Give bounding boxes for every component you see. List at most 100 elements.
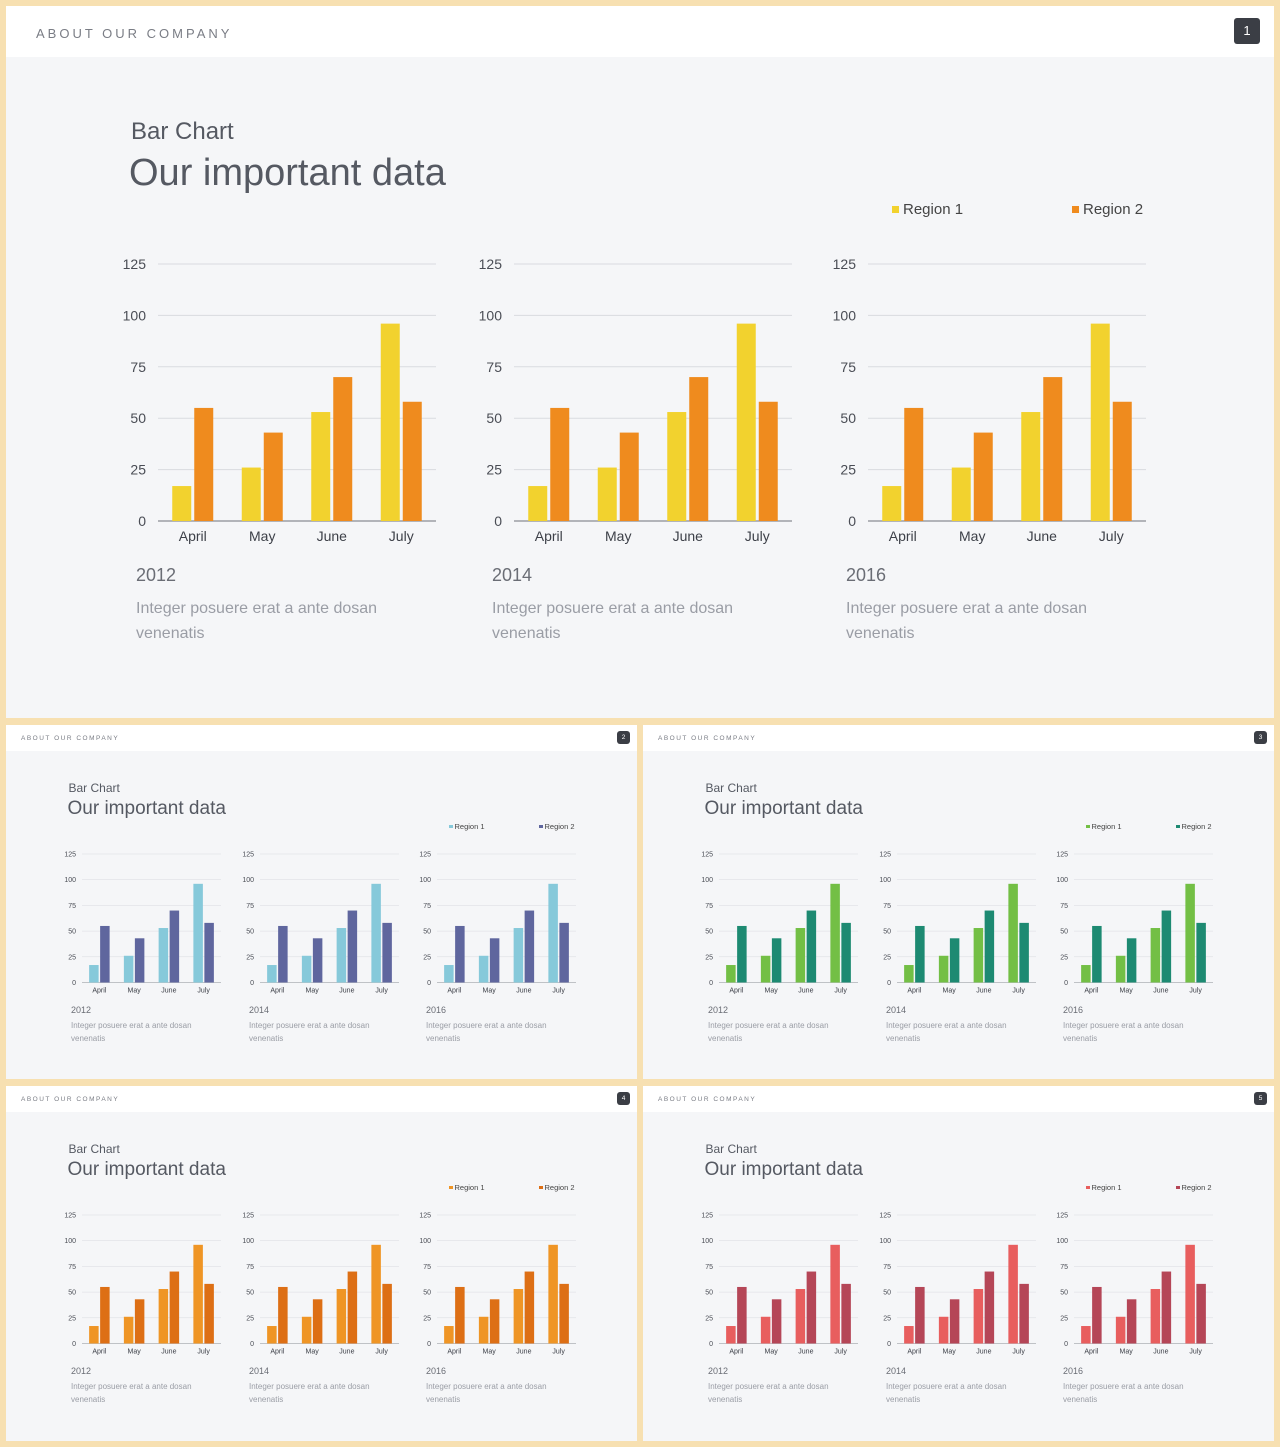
- y-tick-label: 0: [427, 1341, 431, 1348]
- y-tick-label: 25: [246, 954, 254, 961]
- bar-july-region-1: [1008, 1244, 1018, 1344]
- y-tick-label: 75: [883, 903, 891, 910]
- chart-description: Integer posuere erat a ante dosan venena…: [426, 1021, 547, 1043]
- bar-april-region-1: [89, 1326, 99, 1344]
- y-tick-label: 50: [246, 929, 254, 936]
- page-number-badge: 3: [1254, 731, 1267, 744]
- chart-year-2014: 2014: [886, 1365, 907, 1376]
- bar-june-region-2: [806, 1271, 817, 1344]
- bar-may-region-2: [973, 432, 993, 521]
- page-title: Our important data: [129, 152, 446, 194]
- y-tick-label: 75: [840, 359, 856, 375]
- bar-may-region-1: [478, 955, 489, 983]
- y-tick-label: 0: [427, 980, 431, 987]
- chart-year-2012: 2012: [708, 1365, 729, 1376]
- bar-may-region-1: [938, 955, 949, 983]
- slide-1: ABOUT OUR COMPANY 1 Bar Chart Our important…: [6, 6, 1274, 718]
- y-tick-label: 125: [833, 256, 857, 272]
- header-label: ABOUT OUR COMPANY: [36, 26, 233, 41]
- bar-april-region-1: [267, 965, 277, 983]
- x-tick-label: June: [516, 1349, 531, 1356]
- y-tick-label: 75: [423, 1264, 431, 1271]
- y-tick-label: 100: [242, 877, 254, 884]
- slide-2: ABOUT OUR COMPANY 2 Bar Chart Our important…: [6, 725, 637, 1079]
- y-tick-label: 25: [423, 954, 431, 961]
- x-tick-label: April: [729, 1349, 743, 1356]
- x-tick-label: April: [179, 528, 207, 544]
- y-tick-label: 125: [242, 852, 254, 859]
- y-tick-label: 100: [242, 1238, 254, 1245]
- legend-label-region-2: Region 2: [1181, 822, 1212, 831]
- bar-may-region-1: [301, 1316, 312, 1344]
- chart-year-2016: 2016: [1063, 1004, 1084, 1015]
- x-tick-label: May: [605, 528, 631, 544]
- legend-region-2: Region 2: [539, 822, 575, 831]
- legend-label-region-1: Region 1: [1091, 1183, 1122, 1192]
- y-tick-label: 0: [709, 980, 713, 987]
- y-tick-label: 25: [840, 462, 856, 478]
- x-tick-label: July: [1012, 1349, 1025, 1356]
- x-tick-label: July: [389, 528, 414, 544]
- chart-year-2014: 2014: [249, 1004, 270, 1015]
- page-title: Our important data: [704, 798, 863, 819]
- bar-may-region-1: [760, 955, 771, 983]
- x-tick-label: April: [1084, 1349, 1098, 1356]
- y-tick-label: 0: [494, 513, 502, 529]
- y-tick-label: 75: [1060, 903, 1068, 910]
- bar-june-region-2: [689, 377, 709, 521]
- chart-description: Integer posuere erat a ante dosan venena…: [492, 600, 734, 642]
- x-tick-label: July: [1099, 528, 1124, 544]
- slide-3: ABOUT OUR COMPANY 3 Bar Chart Our important…: [643, 725, 1274, 1079]
- y-tick-label: 125: [701, 1213, 713, 1220]
- bar-may-region-2: [312, 1299, 323, 1344]
- y-tick-label: 75: [423, 903, 431, 910]
- bar-july-region-2: [204, 1283, 214, 1344]
- y-tick-label: 50: [1060, 1290, 1068, 1297]
- y-tick-label: 100: [123, 307, 147, 323]
- bar-july-region-2: [204, 922, 214, 983]
- x-tick-label: July: [1012, 988, 1025, 995]
- y-tick-label: 25: [130, 462, 146, 478]
- bar-june-region-2: [984, 910, 995, 983]
- x-tick-label: April: [535, 528, 563, 544]
- slide-4: ABOUT OUR COMPANY 4 Bar Chart Our important…: [6, 1086, 637, 1441]
- page-number-badge: 4: [617, 1092, 630, 1105]
- bar-chart-2012: 0 25 50 75 100 125 April May June July: [123, 256, 436, 544]
- chart-subtitle: Bar Chart: [705, 1142, 757, 1156]
- x-tick-label: July: [1189, 988, 1202, 995]
- bar-april-region-1: [444, 965, 454, 983]
- bar-may-region-2: [489, 938, 500, 983]
- x-tick-label: July: [375, 1349, 388, 1356]
- bar-july-region-1: [548, 883, 558, 983]
- y-tick-label: 125: [479, 256, 503, 272]
- bar-july-region-1: [380, 323, 400, 521]
- chart-description: Integer posuere erat a ante dosan venena…: [1063, 1382, 1184, 1404]
- x-tick-label: April: [907, 988, 921, 995]
- x-tick-label: April: [92, 1349, 106, 1356]
- bar-june-region-2: [1161, 1271, 1172, 1344]
- bar-july-region-2: [382, 1283, 392, 1344]
- bar-april-region-2: [194, 407, 214, 521]
- y-tick-label: 50: [883, 1290, 891, 1297]
- bar-may-region-1: [938, 1316, 949, 1344]
- x-tick-label: April: [729, 988, 743, 995]
- bar-june-region-1: [795, 1289, 806, 1344]
- y-tick-label: 50: [883, 929, 891, 936]
- bar-may-region-1: [951, 467, 971, 521]
- bar-july-region-2: [382, 922, 392, 983]
- x-tick-label: June: [516, 988, 531, 995]
- x-tick-label: June: [1153, 988, 1168, 995]
- legend-swatch-region-1: [892, 205, 899, 213]
- chart-year-2014: 2014: [249, 1365, 270, 1376]
- bar-april-region-2: [455, 925, 465, 983]
- y-tick-label: 0: [72, 1341, 76, 1348]
- legend-label-region-2: Region 2: [1083, 200, 1144, 218]
- chart-year-2016: 2016: [1063, 1365, 1084, 1376]
- y-tick-label: 50: [1060, 929, 1068, 936]
- bar-june-region-2: [347, 1271, 358, 1344]
- bar-may-region-2: [312, 938, 323, 983]
- chart-subtitle: Bar Chart: [131, 118, 234, 145]
- bar-july-region-1: [548, 1244, 558, 1344]
- chart-year-2012: 2012: [136, 565, 177, 585]
- bar-april-region-2: [455, 1286, 465, 1344]
